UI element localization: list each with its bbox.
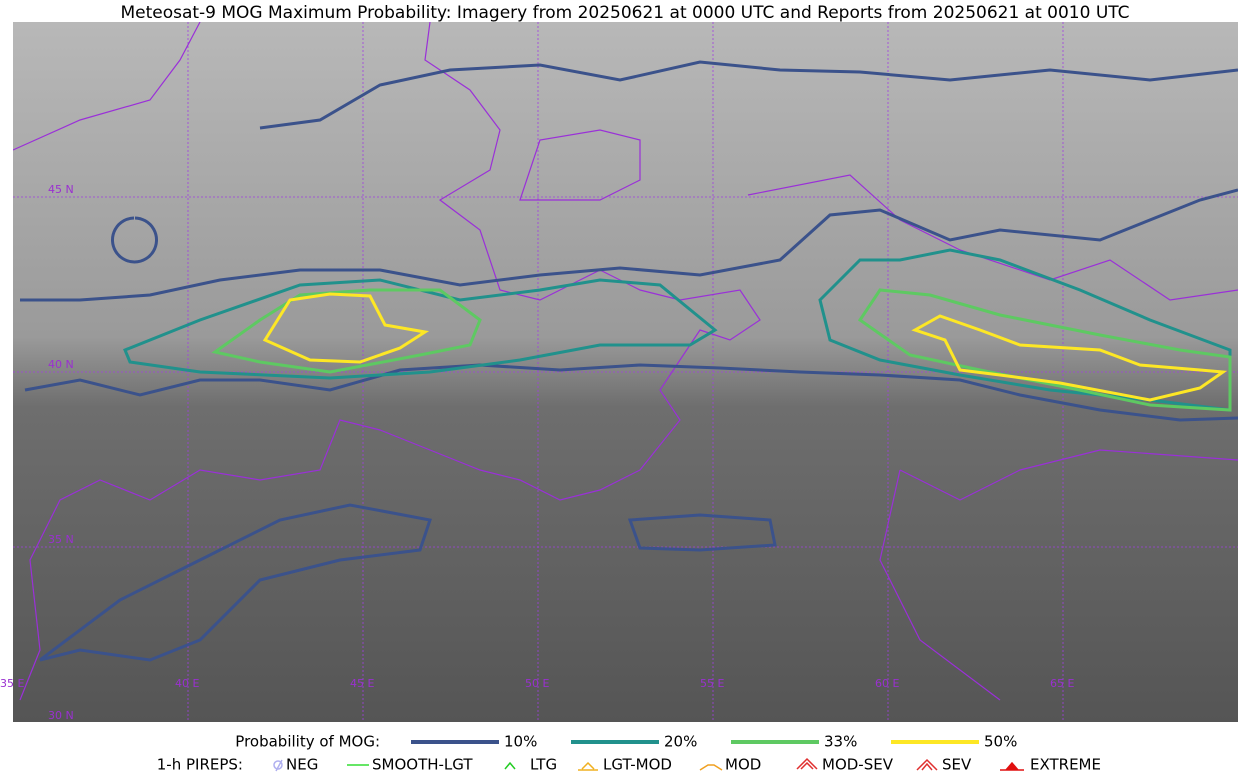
legend-label: MOD-SEV bbox=[822, 756, 894, 774]
legend: Probability of MOG: 1-h PIREPS: 10% 20% 33… bbox=[157, 733, 1101, 774]
title: Meteosat-9 MOG Maximum Probability: Imag… bbox=[120, 3, 1129, 23]
lon-label: 65 E bbox=[1050, 677, 1074, 690]
lat-labels: 45 N 40 N 35 N 30 N bbox=[48, 183, 74, 722]
pirep-symbol bbox=[1000, 761, 1024, 771]
lon-label: 40 E bbox=[175, 677, 199, 690]
pirep-symbol bbox=[273, 759, 283, 772]
legend-label: 33% bbox=[824, 733, 857, 751]
lon-label: 60 E bbox=[875, 677, 899, 690]
legend-label: 50% bbox=[984, 733, 1017, 751]
map: 45 N 40 N 35 N 30 N bbox=[13, 22, 1238, 722]
lon-label: 35 E bbox=[0, 677, 24, 690]
lon-label: 45 E bbox=[350, 677, 374, 690]
legend-title: Probability of MOG: bbox=[235, 733, 380, 751]
lat-label: 45 N bbox=[48, 183, 74, 196]
legend-label: EXTREME bbox=[1030, 756, 1101, 774]
legend-label: SMOOTH-LGT bbox=[372, 756, 473, 774]
lat-label: 30 N bbox=[48, 709, 74, 722]
borders bbox=[13, 22, 1238, 701]
legend-label: NEG bbox=[286, 756, 318, 774]
legend-label: SEV bbox=[942, 756, 972, 774]
gridlines bbox=[13, 22, 1238, 722]
legend-label: MOD bbox=[725, 756, 761, 774]
legend-label: LTG bbox=[530, 756, 557, 774]
pirep-symbol bbox=[578, 761, 598, 771]
lon-labels: 35 E 40 E 45 E 50 E 55 E 60 E 65 E bbox=[0, 677, 1074, 690]
lon-label: 50 E bbox=[525, 677, 549, 690]
pirep-symbol bbox=[699, 764, 723, 771]
legend-label: 20% bbox=[664, 733, 697, 751]
lon-label: 55 E bbox=[700, 677, 724, 690]
pirep-symbol bbox=[504, 761, 516, 770]
pirep-symbol bbox=[916, 758, 938, 771]
lat-label: 35 N bbox=[48, 533, 74, 546]
legend-label: 10% bbox=[504, 733, 537, 751]
lat-label: 40 N bbox=[48, 358, 74, 371]
legend-title: 1-h PIREPS: bbox=[157, 756, 243, 774]
contours bbox=[20, 60, 1238, 662]
pirep-symbol bbox=[796, 757, 818, 770]
legend-label: LGT-MOD bbox=[603, 756, 672, 774]
